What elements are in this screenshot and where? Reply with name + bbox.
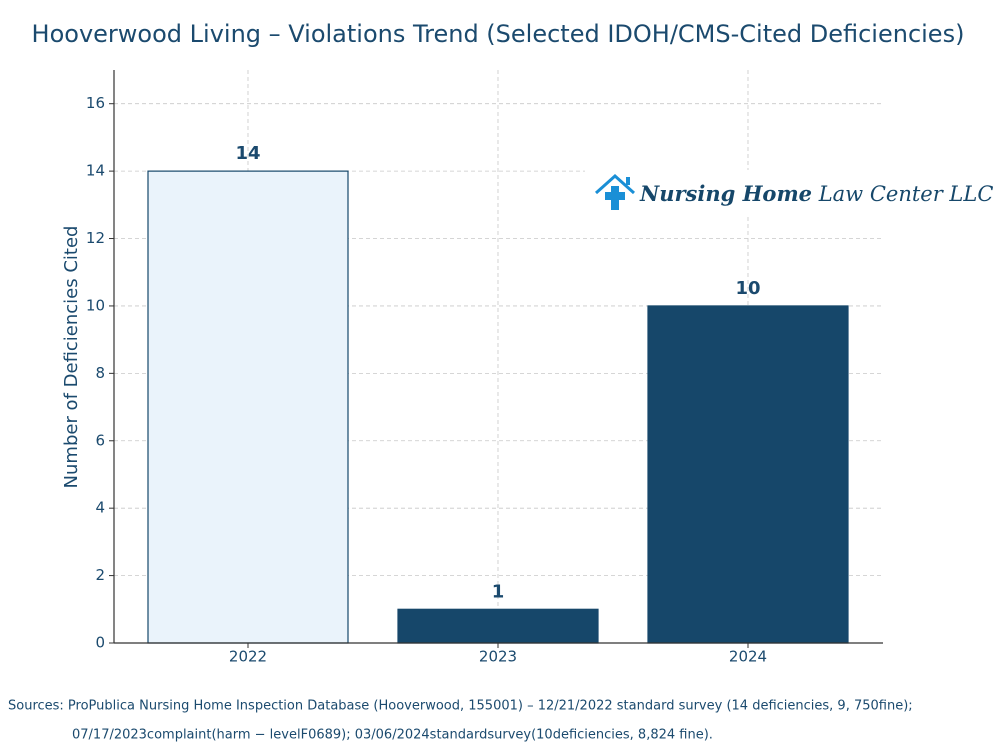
data-label: 14 (235, 143, 260, 164)
logo-chimney (626, 177, 630, 185)
logo-rest: Law Center LLC (818, 182, 994, 206)
chart-title: Hooverwood Living – Violations Trend (Se… (32, 20, 965, 48)
footnote: Sources: ProPublica Nursing Home Inspect… (8, 699, 913, 714)
y-tick-label: 10 (86, 296, 105, 314)
y-tick-label: 0 (95, 634, 105, 652)
data-label: 10 (735, 278, 760, 299)
data-label: 1 (492, 581, 505, 602)
y-tick-label: 6 (95, 431, 105, 449)
logo: Nursing Home Law Center LLC (585, 170, 993, 214)
logo-cross (605, 186, 625, 210)
y-tick-label: 8 (95, 364, 105, 382)
plot-area: 0 2 4 6 8 10 12 14 16 14 2022 1 2023 10 2024 (86, 70, 883, 666)
y-tick-label: 4 (95, 499, 105, 517)
logo-background (585, 170, 950, 214)
y-tick-label: 16 (86, 94, 105, 112)
logo-text: Nursing Home Law Center LLC (639, 181, 993, 206)
x-tick-label: 2023 (479, 648, 517, 666)
y-tick-label: 2 (95, 566, 105, 584)
y-tick-label: 14 (86, 162, 105, 180)
bar (647, 305, 849, 644)
y-axis-label: Number of Deficiencies Cited (61, 226, 82, 489)
y-tick-label: 12 (86, 229, 105, 247)
logo-roof (594, 173, 636, 195)
logo-bold: Nursing Home (639, 181, 812, 206)
x-tick-label: 2022 (229, 648, 267, 666)
bar (397, 608, 599, 644)
footnote: 07/17/2023complaint(harm − levelF0689); … (72, 728, 713, 743)
bar (147, 170, 349, 644)
x-tick-label: 2024 (729, 648, 767, 666)
